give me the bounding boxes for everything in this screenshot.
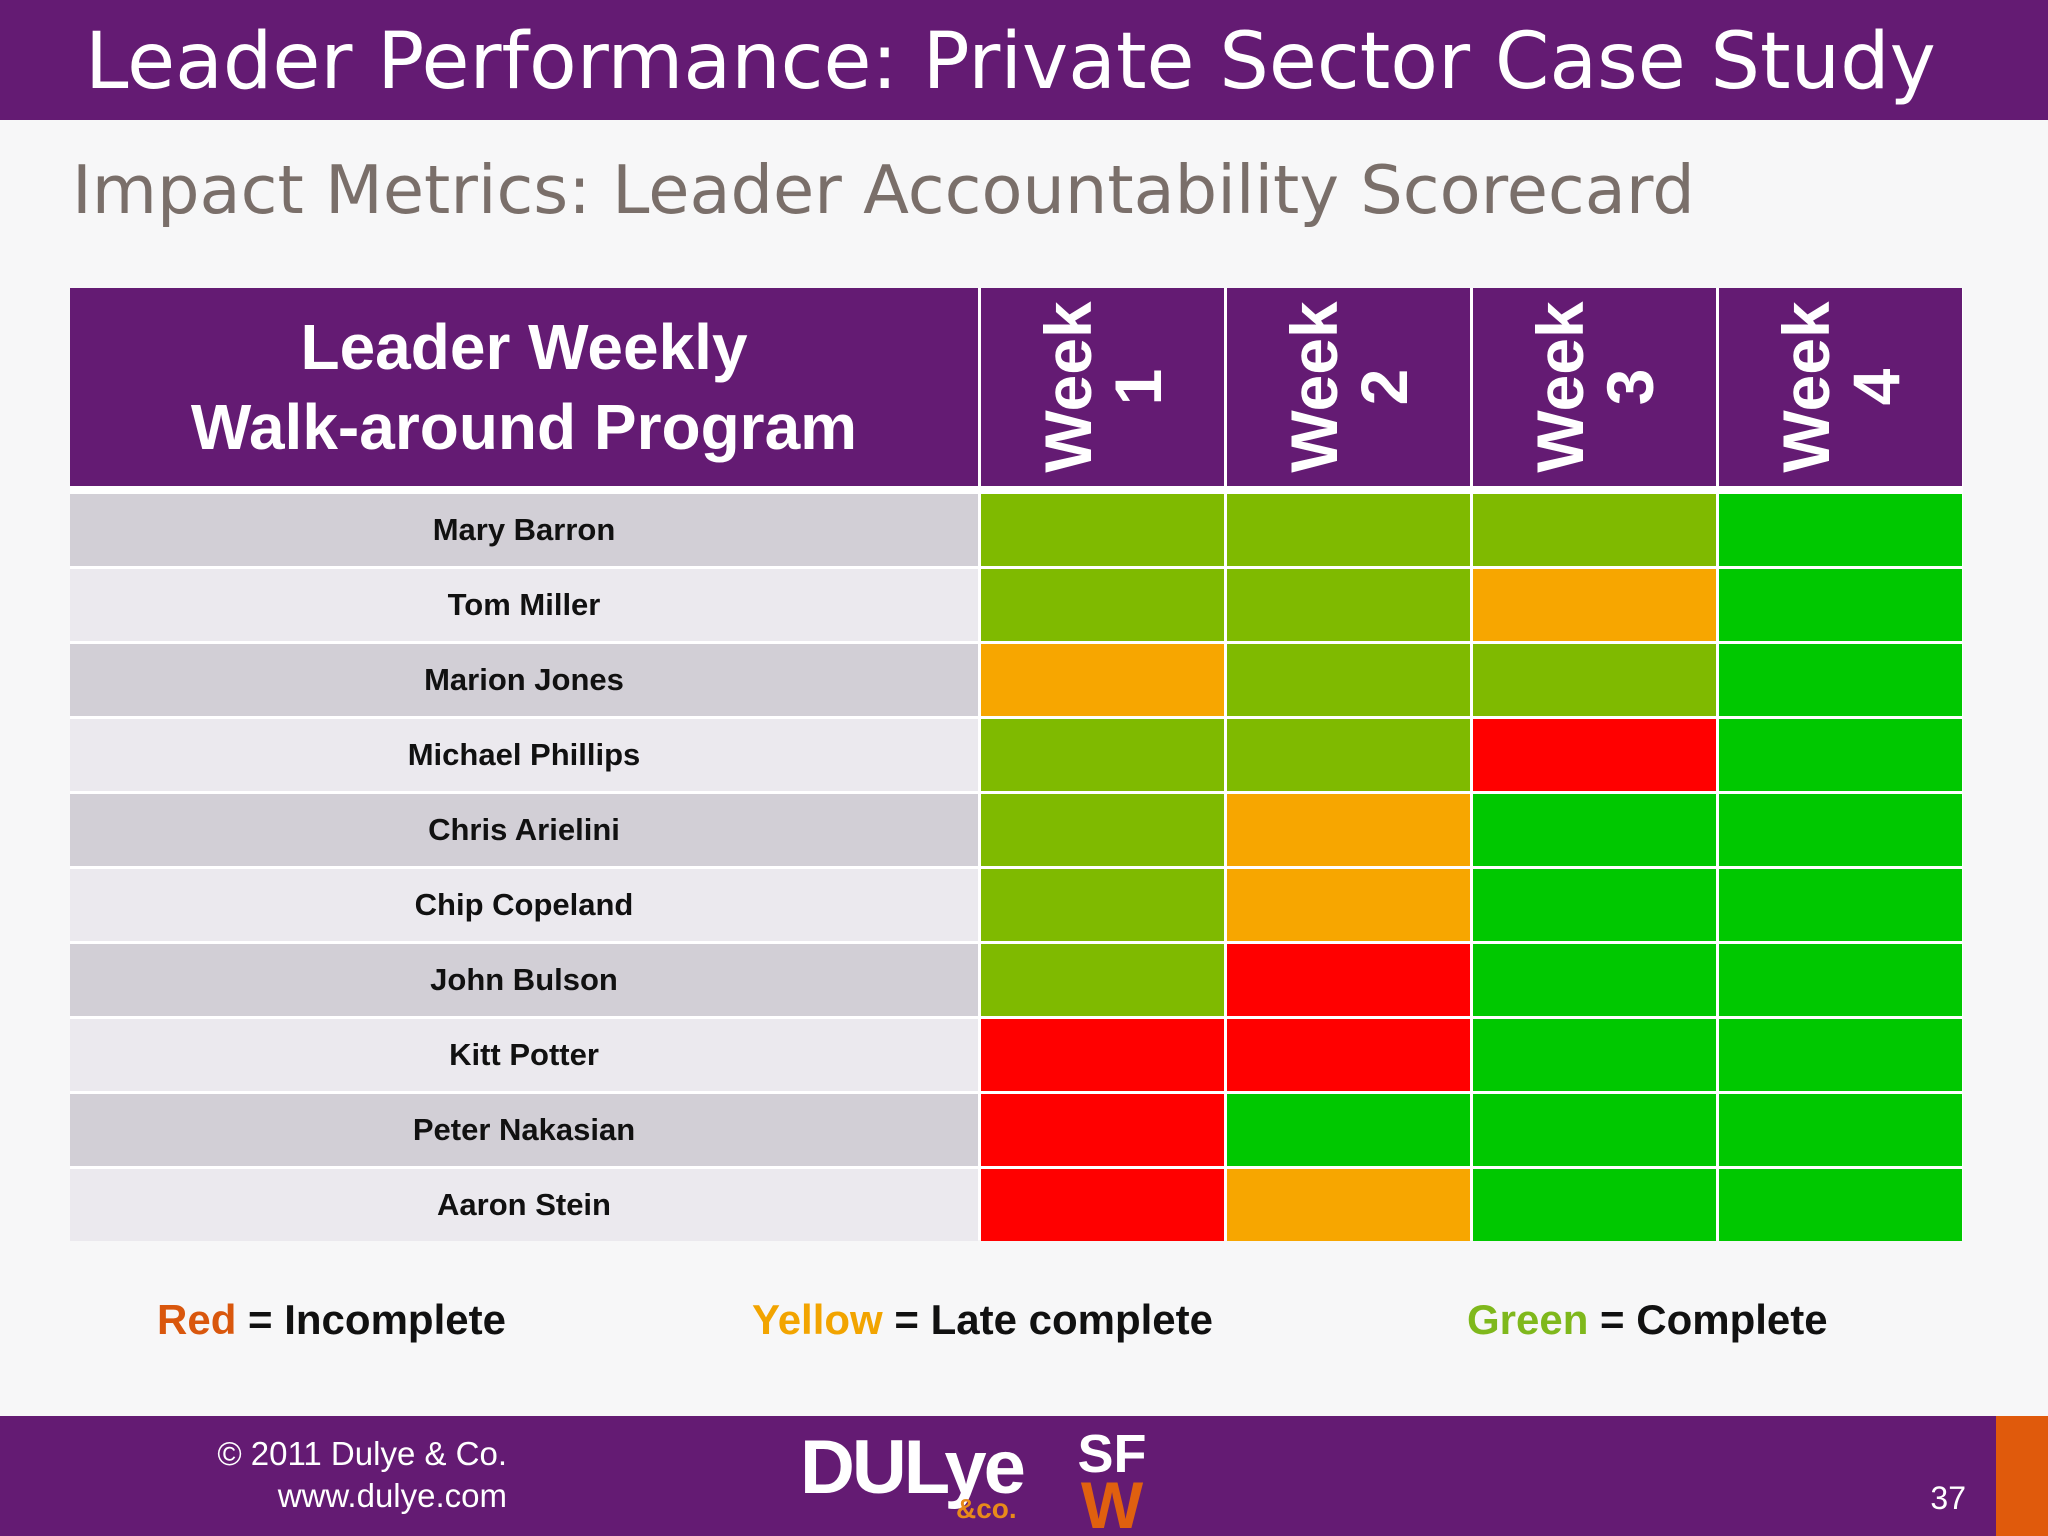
week-2-number: 2 bbox=[1346, 368, 1421, 406]
legend-red-word: Red bbox=[157, 1296, 237, 1343]
status-cell-week-1 bbox=[981, 569, 1224, 641]
status-cell-week-3 bbox=[1473, 569, 1716, 641]
legend-incomplete: Red = Incomplete bbox=[157, 1290, 506, 1350]
week-3-label: Week bbox=[1522, 301, 1597, 473]
week-1-number: 1 bbox=[1100, 368, 1175, 406]
status-cell-week-2 bbox=[1227, 1019, 1470, 1091]
status-cell-week-2 bbox=[1227, 569, 1470, 641]
status-cell-week-4 bbox=[1719, 1094, 1962, 1166]
status-cell-week-1 bbox=[981, 719, 1224, 791]
program-header: Leader Weekly Walk-around Program bbox=[70, 288, 978, 486]
status-cell-week-3 bbox=[1473, 1019, 1716, 1091]
status-cell-week-3 bbox=[1473, 1169, 1716, 1241]
status-cell-week-2 bbox=[1227, 494, 1470, 566]
leader-name-cell: Michael Phillips bbox=[70, 719, 978, 791]
leader-name-cell: Mary Barron bbox=[70, 494, 978, 566]
leader-name-cell: Chip Copeland bbox=[70, 869, 978, 941]
week-4-number: 4 bbox=[1838, 368, 1913, 406]
week-2-header: Week 2 bbox=[1227, 288, 1470, 486]
status-cell-week-1 bbox=[981, 869, 1224, 941]
leader-name-cell: Marion Jones bbox=[70, 644, 978, 716]
status-cell-week-3 bbox=[1473, 944, 1716, 1016]
status-cell-week-4 bbox=[1719, 644, 1962, 716]
copyright-text: © 2011 Dulye & Co. bbox=[217, 1435, 507, 1472]
week-4-label: Week bbox=[1768, 301, 1843, 473]
status-cell-week-4 bbox=[1719, 494, 1962, 566]
status-cell-week-1 bbox=[981, 1169, 1224, 1241]
sfw-logo-top: SF bbox=[1077, 1424, 1146, 1484]
week-2-label: Week bbox=[1276, 301, 1351, 473]
sfw-logo: SF W bbox=[1077, 1424, 1146, 1532]
legend-late-complete: Yellow = Late complete bbox=[752, 1290, 1213, 1350]
status-cell-week-3 bbox=[1473, 644, 1716, 716]
leader-name-cell: Kitt Potter bbox=[70, 1019, 978, 1091]
slide-subtitle: Impact Metrics: Leader Accountability Sc… bbox=[72, 151, 1695, 229]
status-cell-week-2 bbox=[1227, 1094, 1470, 1166]
slide-title: Leader Performance: Private Sector Case … bbox=[85, 17, 1936, 107]
program-header-line-2: Walk-around Program bbox=[190, 391, 858, 463]
status-cell-week-4 bbox=[1719, 1019, 1962, 1091]
status-cell-week-4 bbox=[1719, 719, 1962, 791]
scorecard-table: Leader Weekly Walk-around Program Week 1 … bbox=[70, 288, 1963, 1241]
status-cell-week-1 bbox=[981, 494, 1224, 566]
website-link[interactable]: www.dulye.com bbox=[277, 1477, 507, 1514]
status-cell-week-1 bbox=[981, 794, 1224, 866]
program-header-line-1: Leader Weekly bbox=[300, 311, 748, 383]
status-cell-week-1 bbox=[981, 1094, 1224, 1166]
status-cell-week-1 bbox=[981, 944, 1224, 1016]
week-3-number: 3 bbox=[1592, 368, 1667, 406]
status-cell-week-1 bbox=[981, 1019, 1224, 1091]
week-1-label: Week bbox=[1030, 301, 1105, 473]
leader-name-cell: Aaron Stein bbox=[70, 1169, 978, 1241]
legend-green-meaning: = Complete bbox=[1588, 1296, 1828, 1343]
status-cell-week-4 bbox=[1719, 794, 1962, 866]
footer-accent bbox=[1996, 1416, 2048, 1536]
status-cell-week-2 bbox=[1227, 719, 1470, 791]
status-cell-week-3 bbox=[1473, 794, 1716, 866]
status-cell-week-2 bbox=[1227, 794, 1470, 866]
page-number: 37 bbox=[1930, 1480, 1966, 1516]
week-4-header: Week 4 bbox=[1719, 288, 1962, 486]
status-cell-week-3 bbox=[1473, 1094, 1716, 1166]
status-cell-week-4 bbox=[1719, 869, 1962, 941]
status-cell-week-2 bbox=[1227, 944, 1470, 1016]
sfw-logo-bottom: W bbox=[1081, 1468, 1144, 1532]
dulye-logo-co: &co. bbox=[956, 1493, 1017, 1524]
status-cell-week-4 bbox=[1719, 569, 1962, 641]
status-cell-week-3 bbox=[1473, 494, 1716, 566]
leader-name-cell: Chris Arielini bbox=[70, 794, 978, 866]
status-cell-week-2 bbox=[1227, 869, 1470, 941]
leader-name-cell: Peter Nakasian bbox=[70, 1094, 978, 1166]
legend-yellow-word: Yellow bbox=[752, 1296, 883, 1343]
dulye-logo: DULye bbox=[800, 1425, 1026, 1510]
legend-complete: Green = Complete bbox=[1467, 1290, 1828, 1350]
title-bar bbox=[0, 0, 2048, 120]
leader-name-cell: Tom Miller bbox=[70, 569, 978, 641]
status-cell-week-1 bbox=[981, 644, 1224, 716]
status-cell-week-4 bbox=[1719, 1169, 1962, 1241]
week-1-header: Week 1 bbox=[981, 288, 1224, 486]
legend-green-word: Green bbox=[1467, 1296, 1589, 1343]
status-cell-week-3 bbox=[1473, 719, 1716, 791]
status-cell-week-4 bbox=[1719, 944, 1962, 1016]
legend-red-meaning: = Incomplete bbox=[236, 1296, 506, 1343]
status-cell-week-2 bbox=[1227, 644, 1470, 716]
legend-yellow-meaning: = Late complete bbox=[882, 1296, 1213, 1343]
week-3-header: Week 3 bbox=[1473, 288, 1716, 486]
status-cell-week-2 bbox=[1227, 1169, 1470, 1241]
leader-name-cell: John Bulson bbox=[70, 944, 978, 1016]
status-cell-week-3 bbox=[1473, 869, 1716, 941]
footer-bar bbox=[0, 1416, 2048, 1536]
